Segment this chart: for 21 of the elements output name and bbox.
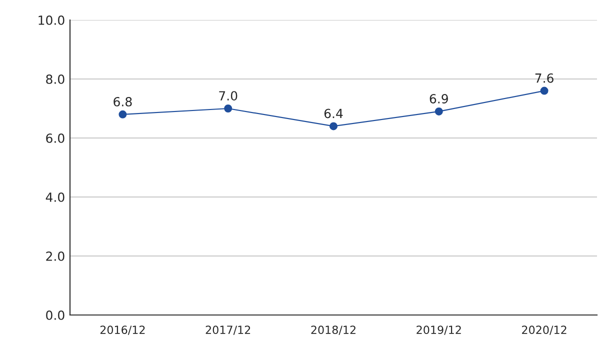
point: [118, 110, 127, 118]
x-tick-label: 2019/12: [416, 326, 461, 335]
x-tick-label: 2016/12: [100, 326, 145, 335]
data-label: 7.0: [219, 91, 238, 101]
y-tick-label: 4.0: [46, 192, 64, 202]
point: [540, 86, 548, 95]
data-label: 7.6: [535, 73, 554, 83]
y-tick-label: 10.0: [38, 15, 64, 25]
y-tick-label: 6.0: [46, 133, 64, 143]
y-tick-label: 2.0: [46, 251, 64, 261]
x-tick-label: 2017/12: [206, 326, 250, 335]
data-label: 6.9: [430, 94, 448, 104]
data-label: 6.8: [114, 96, 132, 106]
point: [330, 122, 338, 130]
y-tick-label: 8.0: [46, 74, 64, 84]
point: [434, 107, 443, 116]
y-tick-label: 0.0: [46, 310, 64, 320]
point: [224, 104, 232, 112]
x-tick-label: 2020/12: [522, 326, 566, 335]
data-label: 6.4: [324, 108, 343, 118]
x-tick-label: 2018/12: [311, 326, 356, 335]
